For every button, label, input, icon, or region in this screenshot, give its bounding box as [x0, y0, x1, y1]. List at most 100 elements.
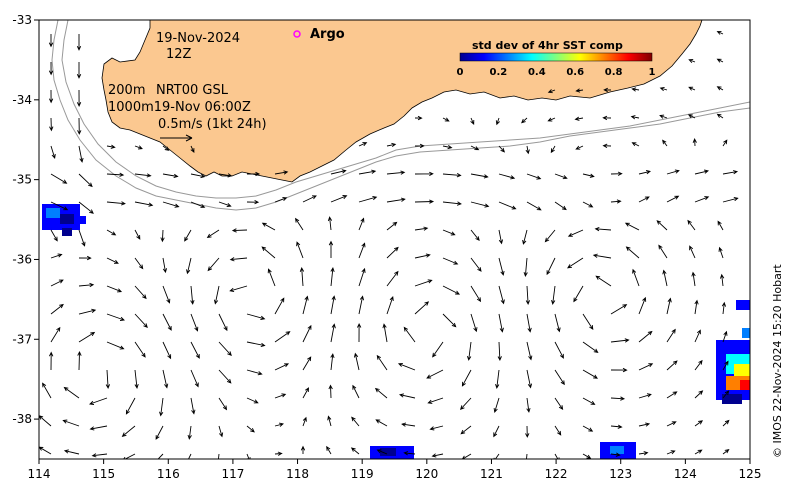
- current-arrow: [330, 353, 335, 371]
- x-tick-label: 124: [674, 467, 697, 481]
- current-arrow: [302, 324, 312, 343]
- current-arrow: [638, 170, 652, 175]
- current-arrow: [302, 416, 307, 427]
- current-arrow: [498, 229, 504, 245]
- current-arrow: [631, 142, 640, 147]
- current-arrow: [162, 285, 171, 304]
- current-arrow: [63, 386, 80, 399]
- current-arrow: [470, 285, 482, 303]
- current-arrow: [106, 172, 125, 177]
- current-arrow: [498, 145, 506, 153]
- current-arrow: [722, 330, 728, 343]
- x-tick-label: 122: [545, 467, 568, 481]
- current-arrow: [77, 350, 82, 371]
- current-arrow: [632, 268, 640, 287]
- current-arrow: [493, 397, 500, 413]
- scale-arrow: [160, 134, 193, 142]
- current-arrow: [610, 367, 628, 373]
- current-arrow: [382, 323, 388, 343]
- current-arrow: [610, 338, 630, 343]
- argo-label: Argo: [310, 27, 345, 42]
- current-arrow: [493, 453, 500, 459]
- current-arrow: [575, 88, 584, 93]
- current-arrow: [610, 171, 623, 176]
- current-arrow: [190, 173, 206, 179]
- x-tick-label: 123: [609, 467, 632, 481]
- current-arrow: [218, 397, 228, 411]
- current-arrow: [330, 195, 348, 203]
- current-arrow: [229, 257, 248, 262]
- current-arrow: [134, 369, 139, 389]
- current-arrow: [498, 313, 504, 333]
- current-arrow: [659, 86, 668, 92]
- current-arrow: [466, 341, 472, 361]
- current-arrow: [190, 145, 195, 154]
- y-tick-label: -35: [12, 173, 32, 187]
- x-tick-label: 116: [157, 467, 180, 481]
- x-tick-label: 114: [28, 467, 51, 481]
- current-arrow: [374, 387, 388, 399]
- current-arrow: [375, 419, 388, 427]
- current-arrow: [692, 138, 697, 147]
- current-arrow: [358, 142, 368, 147]
- colorbar-tick-label: 1: [649, 67, 656, 78]
- current-arrow: [48, 34, 54, 48]
- current-arrow: [582, 341, 599, 354]
- current-arrow: [470, 117, 475, 125]
- current-arrow: [414, 301, 430, 315]
- current-arrow: [638, 330, 653, 343]
- current-arrow: [546, 257, 556, 276]
- y-tick-label: -38: [12, 412, 32, 426]
- current-arrow: [246, 425, 255, 433]
- current-arrow: [666, 450, 676, 455]
- current-arrow: [414, 226, 429, 231]
- annotation-date: 19-Nov-2024: [156, 31, 240, 46]
- current-arrow: [78, 331, 96, 343]
- current-arrow: [470, 313, 478, 333]
- current-arrow: [722, 419, 730, 427]
- current-arrow: [162, 145, 170, 151]
- current-arrow: [525, 285, 531, 306]
- current-arrow: [461, 369, 472, 387]
- y-tick-label: -33: [12, 13, 32, 27]
- x-tick-label: 117: [221, 467, 244, 481]
- current-arrow: [582, 397, 596, 405]
- current-arrow: [694, 390, 704, 399]
- current-arrow: [716, 86, 724, 91]
- current-arrow: [218, 425, 224, 438]
- current-arrow: [162, 341, 172, 360]
- current-arrow: [356, 322, 362, 343]
- current-arrow: [403, 451, 416, 456]
- current-arrow: [722, 360, 729, 371]
- current-arrow: [554, 425, 562, 436]
- current-arrow: [274, 422, 284, 427]
- current-arrow: [76, 34, 82, 51]
- current-arrow: [106, 201, 126, 206]
- current-arrow: [638, 393, 652, 399]
- current-arrow: [521, 117, 528, 124]
- current-arrow: [554, 397, 564, 411]
- current-arrow: [246, 369, 263, 376]
- current-arrow: [442, 229, 456, 236]
- current-arrow: [50, 145, 56, 159]
- colorbar-tick-label: 0.2: [490, 67, 508, 78]
- current-arrow: [716, 113, 724, 119]
- current-arrow: [414, 143, 425, 149]
- current-arrow: [218, 341, 232, 357]
- current-arrow: [666, 421, 677, 427]
- current-arrow: [78, 255, 92, 261]
- current-arrow: [78, 201, 94, 214]
- current-arrow: [631, 87, 640, 92]
- current-arrow: [582, 369, 598, 379]
- current-arrow: [358, 295, 365, 315]
- current-arrow: [721, 301, 727, 315]
- x-tick-label: 125: [739, 467, 762, 481]
- current-arrow: [326, 445, 332, 455]
- current-arrow: [573, 285, 584, 303]
- current-arrow: [358, 267, 366, 287]
- current-arrow: [526, 397, 531, 413]
- current-arrow: [666, 328, 676, 343]
- current-arrow: [688, 58, 696, 64]
- current-arrow: [582, 313, 594, 330]
- current-arrow: [62, 419, 80, 427]
